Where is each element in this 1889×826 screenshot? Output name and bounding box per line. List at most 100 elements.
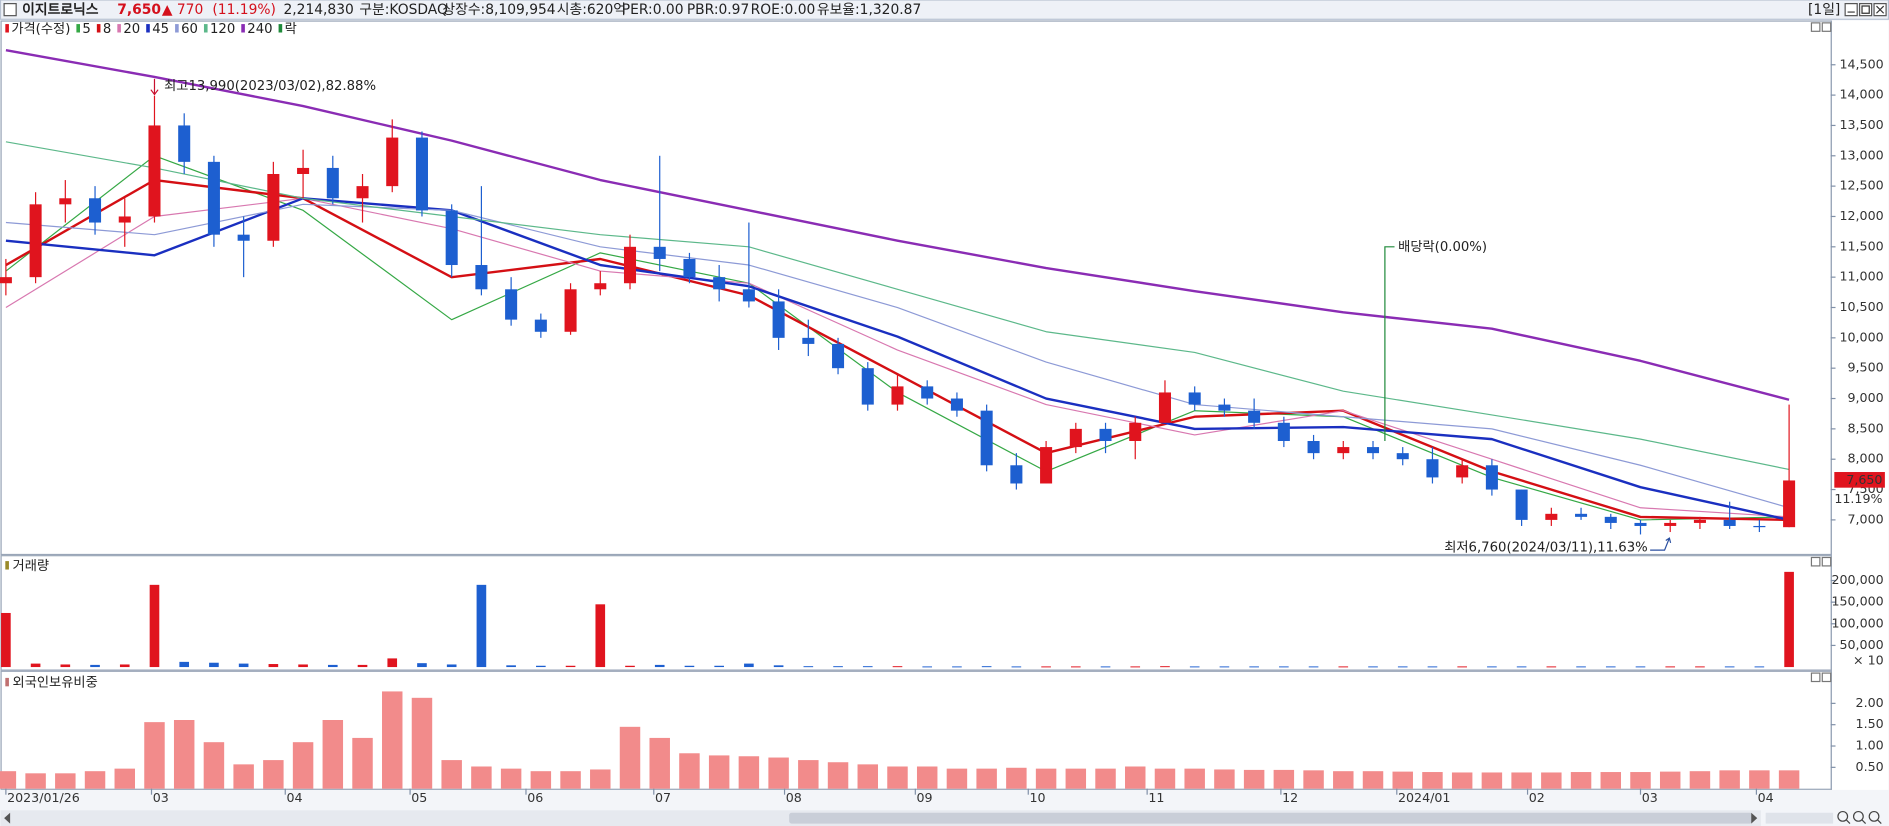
x-tick-label: 04 [1758,790,1774,805]
price: 7,650 [117,2,161,18]
bar [30,663,41,668]
candle-body [1753,525,1766,528]
panel-button[interactable] [1810,556,1821,567]
candle-body [1307,441,1320,454]
bar [744,663,754,668]
scroll-left[interactable] [4,812,11,824]
panel-title: 거래량 [13,558,50,574]
bar [684,665,695,668]
x-tick-label: 09 [917,790,933,805]
y-tick-label: 1.00 [1856,738,1884,753]
select-box[interactable] [3,3,17,17]
annotation-arrow [150,78,159,96]
panel-button[interactable] [1810,22,1821,32]
bar [1214,769,1235,789]
legend-swatch [175,24,179,33]
panel-button[interactable] [1821,556,1832,567]
volume-panel [0,555,1832,671]
candle-body [445,210,458,266]
y-tick-label: 12,500 [1839,178,1883,193]
panel-button[interactable] [1821,22,1832,32]
bar [1125,766,1146,789]
bar [1070,666,1081,668]
panel-button[interactable] [1821,672,1832,683]
y-tick-label: 7,000 [1848,511,1884,526]
bar [1249,666,1259,668]
zoom-buttons[interactable] [1837,810,1882,825]
per: PER:0.00 [622,2,684,18]
bar [114,768,135,789]
y-tick-label: 10,500 [1839,299,1883,314]
y-tick-label: 0.50 [1856,759,1884,774]
bar [1100,666,1111,668]
y-tick-label: 8,500 [1848,420,1884,435]
bar [476,584,487,668]
bar [1724,666,1735,668]
candle-body [1723,519,1736,526]
bar [1095,768,1116,789]
bar [1189,666,1200,668]
ex-dividend-label: 배당락(0.00%) [1398,239,1487,255]
bar [1130,666,1141,668]
period[interactable]: [1일] [1808,2,1840,18]
candle-body [683,258,696,278]
bar [1422,772,1443,789]
candle-body [1069,428,1082,448]
candle-body [594,283,607,290]
bar [238,663,249,668]
legend-swatch [5,24,9,33]
bar [1035,768,1057,789]
y-tick-label: 9,500 [1848,360,1884,375]
y-tick-label: 8,000 [1848,451,1884,466]
bar [0,771,17,789]
change-pct: (11.19%) [212,2,276,18]
candle-body [623,246,637,284]
last-price-marker [1834,472,1885,488]
candle-body [980,410,993,466]
candle-body [475,265,488,290]
bar [1279,666,1289,668]
candle-body [1575,513,1588,517]
stock-name: 이지트로닉스 [22,1,99,18]
bar [1011,666,1022,668]
bar [1487,666,1497,668]
bar [292,742,314,789]
candle-body [356,186,369,199]
candle-body [772,301,785,338]
bar [55,773,76,789]
bar [530,771,552,789]
bar [387,658,398,668]
scroll-right[interactable] [1751,812,1758,824]
candle-body [1277,422,1290,442]
bar [1427,666,1438,668]
x-tick-label: 03 [1642,790,1658,805]
legend-swatch [203,24,208,33]
candle-body [0,277,12,284]
candle-body [1099,428,1112,442]
bar [1303,770,1324,789]
x-tick-label: 2023/01/26 [7,790,80,805]
scroll-thumb[interactable] [789,812,1753,824]
bar [322,720,344,789]
market-cap: 시총:620억 [557,2,626,18]
candle-body [1456,465,1469,478]
panel-button[interactable] [1810,672,1821,683]
last-price-label: 7,650 [1846,472,1882,487]
legend-swatch [96,24,101,33]
bar [773,665,784,668]
bar [1665,666,1676,668]
candle-body [1129,422,1142,442]
bar [1333,771,1354,789]
y-tick-label: 10,000 [1839,329,1883,344]
candle-body [148,125,161,217]
bar [506,665,516,668]
legend-swatch [76,24,81,33]
price-panel [0,20,1832,556]
bar [441,760,462,789]
zoom-slider[interactable] [1765,812,1834,824]
minimize-button[interactable] [1844,3,1858,17]
bar [1754,666,1765,668]
last-change-label: 11.19% [1834,491,1882,506]
bar [857,764,879,789]
